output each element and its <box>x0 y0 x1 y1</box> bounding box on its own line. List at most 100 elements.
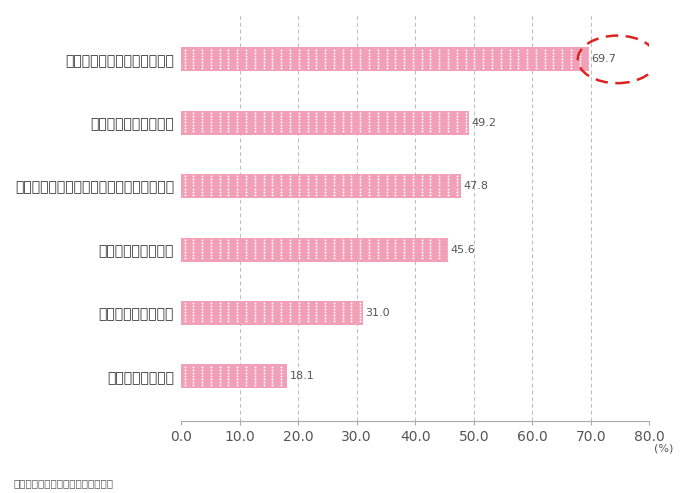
Point <box>328 178 339 186</box>
Point <box>179 254 190 262</box>
Point <box>416 236 427 244</box>
Point <box>372 254 383 262</box>
Point <box>390 52 401 60</box>
Point <box>197 52 208 60</box>
Point <box>206 248 217 256</box>
Point <box>320 312 331 319</box>
Point <box>179 184 190 192</box>
Point <box>363 176 374 183</box>
Point <box>197 242 208 250</box>
Point <box>276 58 287 66</box>
Point <box>451 173 462 180</box>
Point <box>293 64 304 71</box>
Point <box>206 115 217 123</box>
Point <box>425 55 436 63</box>
Point <box>460 64 471 71</box>
Point <box>206 375 217 383</box>
Point <box>372 191 383 199</box>
Point <box>407 184 418 192</box>
Point <box>433 239 444 246</box>
Point <box>355 308 366 316</box>
Point <box>302 112 313 120</box>
Point <box>398 248 409 256</box>
Point <box>320 315 331 322</box>
Point <box>197 305 208 313</box>
Point <box>188 49 199 57</box>
Point <box>302 127 313 135</box>
Point <box>311 317 322 325</box>
Point <box>407 49 418 57</box>
Point <box>355 184 366 192</box>
Point <box>442 188 453 196</box>
Point <box>486 58 497 66</box>
Point <box>249 49 260 57</box>
Point <box>311 61 322 69</box>
Point <box>477 64 488 71</box>
Point <box>363 188 374 196</box>
Point <box>267 191 278 199</box>
Point <box>223 55 234 63</box>
Point <box>232 191 243 199</box>
Point <box>566 64 577 71</box>
Point <box>311 64 322 71</box>
Point <box>302 61 313 69</box>
Point <box>258 181 269 189</box>
Point <box>320 61 331 69</box>
Point <box>346 52 357 60</box>
Point <box>276 178 287 186</box>
Point <box>583 52 594 60</box>
Point <box>495 52 506 60</box>
Point <box>214 366 225 374</box>
Point <box>337 308 348 316</box>
Point <box>293 178 304 186</box>
Point <box>302 49 313 57</box>
Point <box>337 254 348 262</box>
Point <box>241 248 252 256</box>
Point <box>548 61 559 69</box>
Point <box>276 375 287 383</box>
Point <box>372 184 383 192</box>
Point <box>276 362 287 370</box>
Point <box>179 181 190 189</box>
Point <box>293 302 304 310</box>
Point <box>258 305 269 313</box>
Point <box>223 176 234 183</box>
Point <box>276 52 287 60</box>
Point <box>197 64 208 71</box>
Point <box>451 188 462 196</box>
Point <box>197 245 208 253</box>
Point <box>539 55 550 63</box>
Point <box>179 362 190 370</box>
Point <box>214 312 225 319</box>
Point <box>206 369 217 377</box>
Point <box>188 127 199 135</box>
Point <box>258 245 269 253</box>
Point <box>522 64 533 71</box>
Point <box>425 52 436 60</box>
Point <box>416 112 427 120</box>
Point <box>469 49 480 57</box>
Point <box>241 176 252 183</box>
Point <box>530 52 541 60</box>
Point <box>320 191 331 199</box>
Point <box>433 121 444 129</box>
Point <box>276 127 287 135</box>
Point <box>442 118 453 126</box>
Point <box>328 112 339 120</box>
Point <box>372 239 383 246</box>
Point <box>451 121 462 129</box>
Point <box>337 239 348 246</box>
Point <box>223 236 234 244</box>
Point <box>249 191 260 199</box>
Point <box>346 317 357 325</box>
Point <box>214 64 225 71</box>
Point <box>276 61 287 69</box>
Point <box>223 317 234 325</box>
Point <box>425 245 436 253</box>
Point <box>206 121 217 129</box>
Point <box>539 58 550 66</box>
Point <box>398 61 409 69</box>
Point <box>206 45 217 53</box>
Point <box>477 58 488 66</box>
Point <box>258 236 269 244</box>
